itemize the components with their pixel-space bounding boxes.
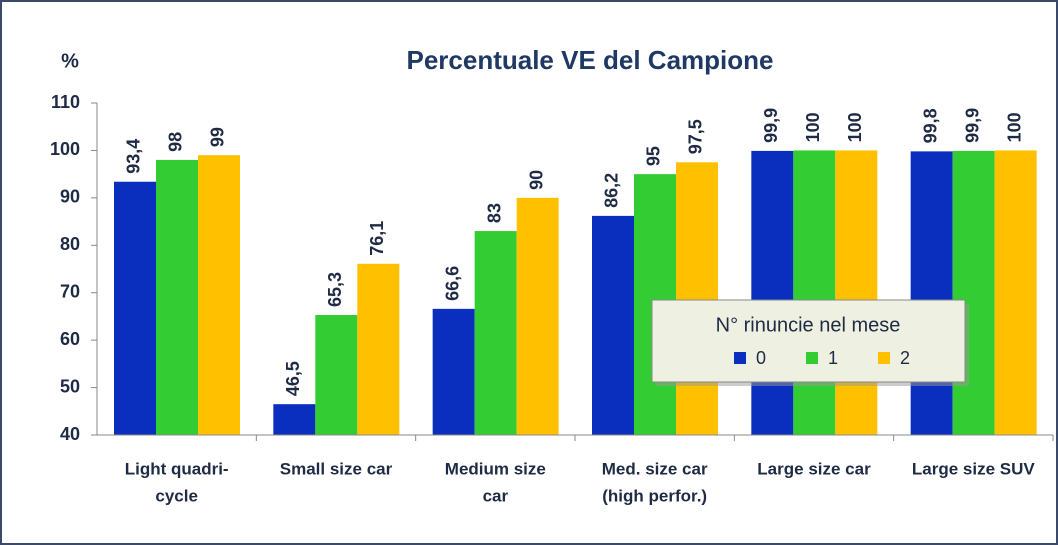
bar — [198, 155, 240, 435]
bar — [432, 308, 475, 435]
bar — [793, 150, 836, 435]
legend-swatch — [878, 352, 890, 364]
legend-title: N° rinuncie nel mese — [716, 314, 901, 336]
value-label: 99 — [208, 127, 228, 147]
bar — [315, 315, 358, 435]
bar — [156, 159, 198, 435]
x-tick-label: Medium size — [445, 459, 546, 478]
x-tick-label: Light quadri- — [125, 459, 229, 478]
chart-title: Percentuale VE del Campione — [406, 45, 773, 75]
x-tick-label: car — [483, 486, 509, 505]
y-tick-label: 90 — [60, 187, 80, 207]
value-label: 66,6 — [442, 266, 462, 301]
y-tick-label: 110 — [51, 92, 80, 112]
bar — [474, 231, 517, 435]
bar — [910, 151, 953, 435]
bar — [273, 404, 316, 435]
legend-label: 2 — [900, 348, 910, 368]
x-tick-label: Small size car — [280, 459, 393, 478]
x-tick-label: Large size SUV — [912, 459, 1035, 478]
y-axis-label: % — [61, 50, 79, 72]
value-label: 86,2 — [602, 173, 622, 208]
value-label: 97,5 — [686, 119, 706, 154]
bar — [952, 150, 995, 435]
value-label: 100 — [845, 112, 865, 142]
bar — [114, 181, 156, 435]
y-tick-label: 60 — [60, 329, 80, 349]
value-label: 98 — [166, 132, 186, 152]
bar — [676, 162, 718, 436]
value-label: 100 — [1004, 112, 1024, 142]
value-label: 100 — [803, 112, 823, 142]
x-tick-label: cycle — [155, 486, 198, 505]
legend-swatch — [734, 352, 746, 364]
value-label: 99,8 — [920, 108, 940, 143]
value-label: 95 — [644, 146, 664, 166]
y-tick-label: 40 — [60, 424, 80, 444]
bar — [835, 150, 878, 435]
value-label: 99,9 — [962, 108, 982, 143]
legend-label: 0 — [756, 348, 766, 368]
value-label: 76,1 — [367, 221, 387, 256]
bar — [994, 150, 1037, 435]
value-label: 93,4 — [124, 139, 144, 174]
value-label: 83 — [484, 203, 504, 223]
bar — [592, 215, 634, 435]
legend-label: 1 — [828, 348, 838, 368]
value-label: 99,9 — [761, 108, 781, 143]
bar — [751, 150, 794, 435]
y-tick-label: 100 — [50, 139, 80, 159]
value-label: 65,3 — [325, 272, 345, 307]
bar — [357, 263, 400, 435]
legend-swatch — [806, 352, 818, 364]
y-tick-label: 70 — [60, 281, 80, 301]
value-label: 90 — [526, 170, 546, 190]
x-tick-label: (high perfor.) — [602, 486, 707, 505]
x-tick-label: Med. size car — [602, 459, 708, 478]
x-tick-label: Large size car — [757, 459, 871, 478]
y-tick-label: 50 — [60, 376, 80, 396]
value-label: 46,5 — [283, 361, 303, 396]
y-tick-label: 80 — [60, 234, 80, 254]
legend-box — [651, 299, 966, 383]
bar — [516, 197, 559, 435]
